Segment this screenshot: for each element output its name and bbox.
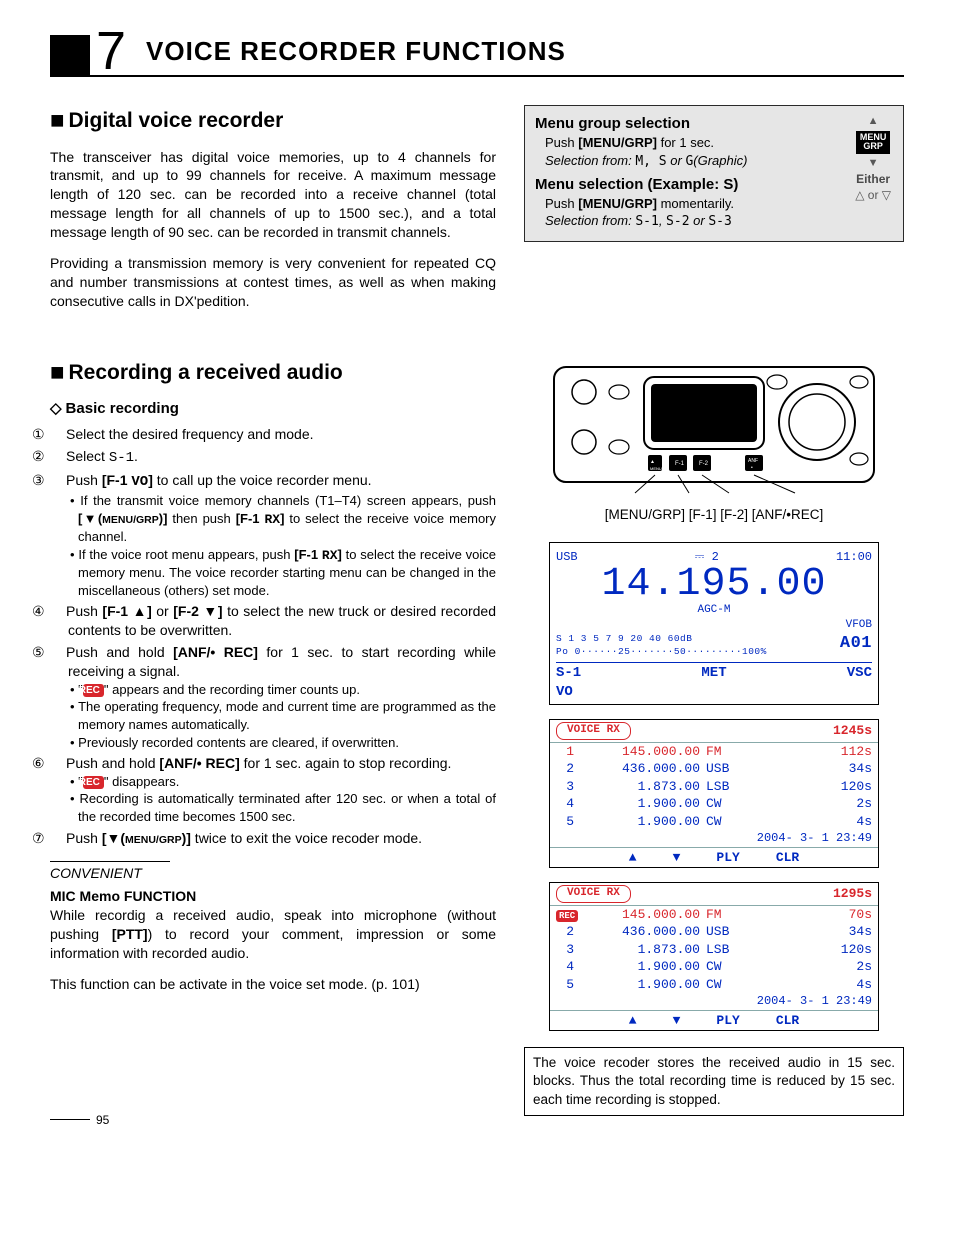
table-row: 3 1.873.00 LSB 120s — [550, 941, 878, 959]
svg-text:•: • — [751, 465, 753, 471]
svg-text:MENU: MENU — [650, 466, 662, 471]
chapter-title: VOICE RECORDER FUNCTIONS — [146, 34, 566, 69]
page-number: 95 — [50, 1112, 109, 1128]
step-sub: • The operating frequency, mode and curr… — [78, 698, 496, 733]
lcd-met: MET — [701, 664, 726, 702]
step-item: ⑤Push and hold [ANF/• REC] for 1 sec. to… — [68, 643, 496, 751]
table-row: 2 436.000.00 USB 34s — [550, 923, 878, 941]
menubox-line1: Push [MENU/GRP] for 1 sec. — [545, 134, 893, 152]
table-row: 4 1.900.00 CW 2s — [550, 795, 878, 813]
table-row: 1 145.000.00 FM 112s — [550, 743, 878, 761]
convenient-box: CONVENIENT MIC Memo FUNCTION While recor… — [50, 861, 496, 993]
table-row: 4 1.900.00 CW 2s — [550, 958, 878, 976]
svg-text:▲: ▲ — [650, 459, 655, 465]
arrow-down-icon: ▼ — [868, 156, 879, 171]
section-title-digital: ■Digital voice recorder — [50, 105, 496, 137]
voice-rx-badge: VOICE RX — [556, 885, 631, 903]
menubox-line2: Selection from: M, S or G(Graphic) — [545, 152, 893, 171]
steps-list: ①Select the desired frequency and mode. ②… — [50, 425, 496, 847]
table-row: 5 1.900.00 CW 4s — [550, 976, 878, 994]
menu-grp-button-icon: MENUGRP — [856, 131, 891, 154]
step-sub: • "REC" appears and the recording timer … — [78, 681, 496, 699]
timestamp: 2004- 3- 1 23:49 — [550, 993, 878, 1009]
lcd-srow: S 1 3 5 7 9 20 40 60dB — [556, 633, 692, 644]
table-footer: ▲▼PLYCLR — [550, 847, 878, 868]
total-time: 1245s — [833, 722, 872, 740]
lcd-vsc: VSC — [847, 664, 872, 702]
chapter-block — [50, 35, 90, 75]
section1-title: Digital voice recorder — [69, 109, 284, 132]
lcd-time: 11:00 — [836, 549, 872, 565]
step-sub: • Previously recorded contents are clear… — [78, 734, 496, 752]
convenient-label: CONVENIENT — [50, 864, 496, 883]
menubox-title1: Menu group selection — [535, 114, 893, 134]
svg-text:F-1: F-1 — [675, 461, 685, 467]
lcd-mode: USB — [556, 549, 578, 565]
step-sub: • Recording is automatically terminated … — [78, 790, 496, 825]
voice-rx-badge: VOICE RX — [556, 722, 631, 740]
step-sub: • If the transmit voice memory channels … — [78, 492, 496, 546]
lcd-freq: 14.195.00 — [556, 565, 872, 605]
menu-grp-icon: ▲ MENUGRP ▼ Either △ or ▽ — [855, 114, 891, 203]
voice-rx-table: VOICE RX 1245s 1 145.000.00 FM 112s 2 43… — [549, 719, 879, 868]
convenient-p1: While recordig a received audio, speak i… — [50, 906, 496, 963]
triangles-label: △ or ▽ — [855, 187, 891, 203]
total-time: 1295s — [833, 885, 872, 903]
menubox-title2: Menu selection (Example: S) — [535, 175, 893, 195]
svg-text:ANF: ANF — [748, 458, 758, 464]
menu-selection-box: Menu group selection Push [MENU/GRP] for… — [524, 105, 904, 242]
table-row: REC 145.000.00 FM 70s — [550, 906, 878, 924]
note-box: The voice recoder stores the received au… — [524, 1047, 904, 1116]
svg-text:F-2: F-2 — [699, 461, 709, 467]
lcd-ch: A01 — [840, 633, 872, 656]
step-item: ④Push [F-1 ▲] or [F-2 ▼] to select the n… — [68, 602, 496, 640]
menubox-line3: Push [MENU/GRP] momentarily. — [545, 195, 893, 213]
either-label: Either — [856, 171, 890, 187]
voice-rx-table: VOICE RX 1295s REC 145.000.00 FM 70s 2 4… — [549, 882, 879, 1031]
lcd-vo: VO — [556, 684, 573, 700]
table-row: 5 1.900.00 CW 4s — [550, 813, 878, 831]
step-sub: • If the voice root menu appears, push [… — [78, 546, 496, 600]
step-sub: • "REC" disappears. — [78, 773, 496, 791]
lcd-vfob: VFOB — [556, 618, 872, 633]
radio-svg-icon: ▲ MENU F-1 F-2 ANF • — [549, 357, 879, 497]
section1-p1: The transceiver has digital voice memori… — [50, 148, 496, 242]
radio-button-labels: [MENU/GRP] [F-1] [F-2] [ANF/•REC] — [524, 506, 904, 524]
convenient-p2: This function can be activate in the voi… — [50, 975, 496, 994]
chapter-number: 7 — [96, 30, 126, 73]
basic-recording-subhead: ◇Basic recording — [50, 399, 496, 419]
lcd-display: USB ⎓ 2 11:00 14.195.00 AGC-M VFOB S 1 3… — [549, 542, 879, 705]
chapter-header: 7 VOICE RECORDER FUNCTIONS — [50, 30, 904, 77]
table-row: 2 436.000.00 USB 34s — [550, 760, 878, 778]
arrow-up-icon: ▲ — [868, 114, 879, 129]
table-row: 3 1.873.00 LSB 120s — [550, 778, 878, 796]
step-item: ③Push [F-1 VO] to call up the voice reco… — [68, 471, 496, 599]
section1-p2: Providing a transmission memory is very … — [50, 254, 496, 311]
voice-tables: VOICE RX 1245s 1 145.000.00 FM 112s 2 43… — [524, 719, 904, 1031]
step-item: ②Select S-1. — [68, 447, 496, 468]
section2-title: Recording a received audio — [69, 361, 343, 384]
step-item: ⑥Push and hold [ANF/• REC] for 1 sec. ag… — [68, 754, 496, 826]
menubox-line4: Selection from: S-1, S-2 or S-3 — [545, 212, 893, 231]
step-item: ①Select the desired frequency and mode. — [68, 425, 496, 444]
step-item: ⑦Push [▼(MENU/GRP)] twice to exit the vo… — [68, 829, 496, 848]
timestamp: 2004- 3- 1 23:49 — [550, 830, 878, 846]
lcd-prow: Po 0······25·······50·········100% — [556, 646, 872, 659]
section-title-recording: ■Recording a received audio — [50, 357, 496, 389]
table-footer: ▲▼PLYCLR — [550, 1010, 878, 1031]
convenient-title: MIC Memo FUNCTION — [50, 887, 496, 906]
lcd-s1: S-1 — [556, 665, 581, 681]
radio-diagram: ▲ MENU F-1 F-2 ANF • [MENU/GRP] [F-1] [F… — [524, 357, 904, 524]
